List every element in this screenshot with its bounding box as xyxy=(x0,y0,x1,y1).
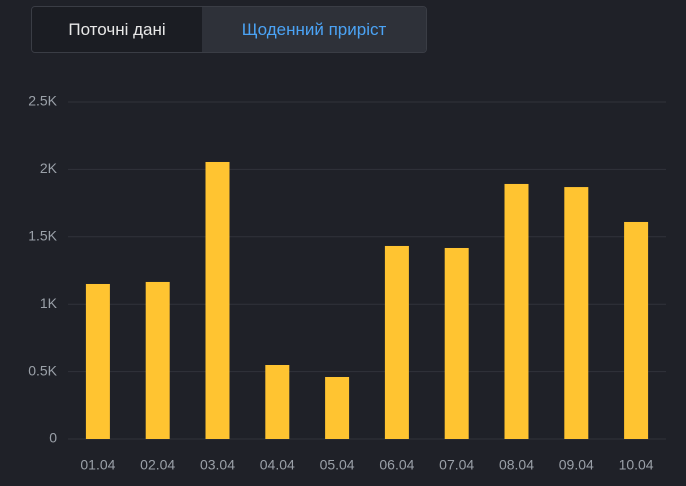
tab-bar: Поточні дані Щоденний приріст xyxy=(31,6,427,53)
tab[interactable]: Поточні дані xyxy=(32,7,202,52)
x-tick-label: 03.04 xyxy=(200,457,235,473)
bar xyxy=(624,221,649,439)
y-tick-label: 1K xyxy=(40,295,58,311)
x-tick-label: 08.04 xyxy=(499,457,534,473)
bar xyxy=(205,161,230,439)
tab-active[interactable]: Щоденний приріст xyxy=(202,7,426,52)
y-tick-label: 0.5K xyxy=(28,362,57,378)
y-tick-label: 2K xyxy=(40,160,58,176)
bar xyxy=(265,364,290,439)
x-tick-label: 02.04 xyxy=(140,457,175,473)
bar xyxy=(504,183,529,439)
bar xyxy=(384,245,409,439)
y-tick-label: 0 xyxy=(49,430,57,446)
bar xyxy=(564,187,589,439)
x-tick-label: 04.04 xyxy=(260,457,295,473)
x-tick-label: 06.04 xyxy=(379,457,414,473)
x-tick-label: 09.04 xyxy=(559,457,594,473)
bar xyxy=(325,376,350,439)
x-tick-label: 07.04 xyxy=(439,457,474,473)
bar xyxy=(145,281,170,439)
x-tick-label: 10.04 xyxy=(619,457,654,473)
y-tick-label: 1.5K xyxy=(28,228,57,244)
bar xyxy=(85,283,110,439)
bar xyxy=(444,247,469,439)
y-tick-label: 2.5K xyxy=(28,93,57,109)
x-tick-label: 05.04 xyxy=(320,457,355,473)
x-tick-label: 01.04 xyxy=(80,457,115,473)
